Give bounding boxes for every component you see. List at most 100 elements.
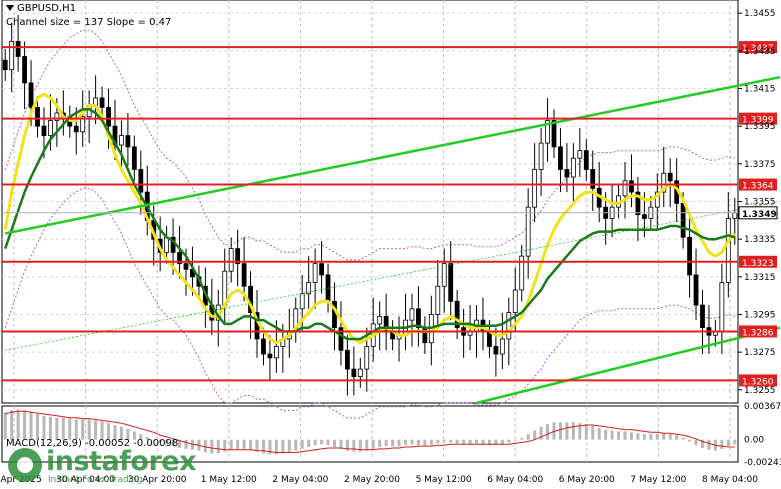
macd-histogram-bar bbox=[126, 428, 130, 440]
price-tick-label: 1.3255 bbox=[744, 386, 776, 396]
candle-body bbox=[635, 191, 641, 216]
macd-histogram-bar bbox=[81, 419, 85, 440]
candle-body bbox=[583, 150, 589, 170]
channel-midline bbox=[5, 201, 781, 351]
macd-histogram-bar bbox=[604, 429, 608, 440]
level-label: 1.3260 bbox=[742, 377, 774, 387]
chart-symbol: GBPUSD,H1 bbox=[6, 3, 76, 14]
trend-line bbox=[4, 75, 781, 235]
trend-lines bbox=[4, 75, 781, 405]
macd-histogram-bar bbox=[152, 439, 156, 441]
macd-histogram-bar bbox=[662, 433, 666, 440]
macd-histogram-bar bbox=[339, 439, 343, 449]
candle-body bbox=[499, 338, 505, 355]
macd-histogram-bar bbox=[307, 439, 311, 448]
candle-body bbox=[28, 82, 34, 108]
candle-body bbox=[448, 263, 454, 302]
macd-histogram-bar bbox=[668, 434, 672, 440]
logo-tagline: Instant Forex Trading bbox=[48, 475, 143, 485]
macd-histogram-bar bbox=[617, 431, 621, 440]
candle-body bbox=[700, 304, 705, 329]
symbol-label: GBPUSD,H1 bbox=[17, 3, 77, 14]
fast-moving-average-line bbox=[4, 107, 736, 341]
level-tag bbox=[739, 374, 777, 387]
candle-body bbox=[551, 120, 557, 148]
time-tick-label: 6 May 20:00 bbox=[559, 475, 615, 485]
level-label: 1.3364 bbox=[742, 182, 774, 192]
macd-histogram-bar bbox=[591, 425, 595, 440]
time-tick-label: 1 May 12:00 bbox=[201, 475, 257, 485]
candle-body bbox=[235, 248, 241, 265]
macd-histogram-bar bbox=[61, 417, 65, 440]
macd-histogram-bar bbox=[55, 417, 59, 440]
time-tick-label: 30 Apr 04:00 bbox=[56, 475, 115, 485]
candle-body bbox=[338, 327, 344, 351]
macd-histogram-bar bbox=[610, 430, 614, 440]
macd-tick-label: 0.00367 bbox=[744, 402, 781, 412]
candle-body bbox=[48, 120, 53, 136]
price-tick-label: 1.3335 bbox=[744, 235, 776, 245]
time-tick-label: 2 May 20:00 bbox=[344, 475, 400, 485]
macd-histogram-bar bbox=[326, 439, 330, 446]
macd-histogram-bar bbox=[707, 439, 711, 450]
macd-histogram-bar bbox=[578, 423, 582, 440]
candle-body bbox=[506, 312, 512, 340]
candle-body bbox=[119, 135, 124, 146]
moving-averages bbox=[3, 92, 736, 345]
candle-body bbox=[641, 214, 647, 219]
current-price-label: 1.3349 bbox=[742, 210, 777, 220]
macd-histogram-bar bbox=[371, 439, 375, 449]
macd-histogram-bar bbox=[391, 439, 395, 447]
macd-histogram-bar bbox=[694, 439, 698, 446]
time-tick-label: 2 May 04:00 bbox=[272, 475, 328, 485]
candle-body bbox=[312, 263, 318, 283]
macd-histogram-bar bbox=[281, 439, 285, 454]
macd-histogram-bar bbox=[210, 439, 214, 454]
price-tick-label: 1.3355 bbox=[744, 198, 776, 208]
macd-histogram-bar bbox=[526, 434, 530, 440]
candle-body bbox=[732, 212, 738, 219]
macd-histogram-bar bbox=[313, 439, 317, 446]
logo-brand: instaforex bbox=[46, 446, 197, 477]
macd-histogram-bar bbox=[229, 439, 233, 450]
candle-body bbox=[228, 248, 234, 272]
price-tick-label: 1.3395 bbox=[744, 122, 776, 132]
macd-histogram-bar bbox=[255, 439, 259, 452]
candle-body bbox=[519, 255, 525, 291]
macd-histogram-bar bbox=[29, 412, 33, 440]
candle-body bbox=[719, 282, 725, 332]
level-label: 1.3323 bbox=[742, 259, 774, 269]
macd-histogram-bar bbox=[675, 435, 679, 440]
macd-histogram-bar bbox=[442, 439, 446, 442]
candle-body bbox=[525, 206, 531, 257]
macd-histogram-bar bbox=[268, 439, 272, 455]
logo-circle-icon bbox=[8, 448, 42, 482]
macd-histogram-bar bbox=[236, 439, 240, 449]
price-axis: 1.3455 1.3435 1.3415 1.3395 1.3375 1.3355 1.33… bbox=[738, 9, 776, 396]
macd-histogram-bar bbox=[223, 439, 227, 452]
macd-histogram-bar bbox=[533, 430, 537, 440]
current-price-tag bbox=[738, 206, 778, 220]
macd-histogram-bar bbox=[358, 439, 362, 452]
time-tick-label: 7 May 12:00 bbox=[630, 475, 686, 485]
macd-histogram-bar bbox=[287, 439, 291, 453]
macd-histogram-bar bbox=[623, 431, 627, 440]
macd-histogram-bar bbox=[700, 439, 704, 448]
macd-histogram-bar bbox=[158, 439, 162, 443]
macd-histogram-bar bbox=[23, 410, 27, 440]
macd-histogram-bar bbox=[3, 412, 7, 440]
macd-tick-label: -0.00243 bbox=[744, 458, 781, 468]
level-label: 1.3437 bbox=[742, 44, 774, 54]
support-resistance-levels: 1.3437 1.3399 1.3364 1.3323 1.3286 1.3260 1.33… bbox=[2, 41, 778, 387]
level-label: 1.3399 bbox=[742, 116, 774, 126]
indicator-label: Channel size = 137 Slope = 0.47 bbox=[6, 17, 172, 28]
macd-histogram-bar bbox=[300, 439, 304, 449]
candle-body bbox=[138, 169, 144, 193]
candle-body bbox=[654, 191, 660, 208]
macd-histogram-bar bbox=[571, 422, 575, 440]
macd-histogram-bar bbox=[455, 439, 459, 444]
dropdown-triangle-icon bbox=[6, 5, 14, 11]
price-tick-label: 1.3415 bbox=[744, 85, 776, 95]
macd-histogram-bar bbox=[261, 439, 265, 454]
lower-band-line bbox=[4, 187, 735, 419]
